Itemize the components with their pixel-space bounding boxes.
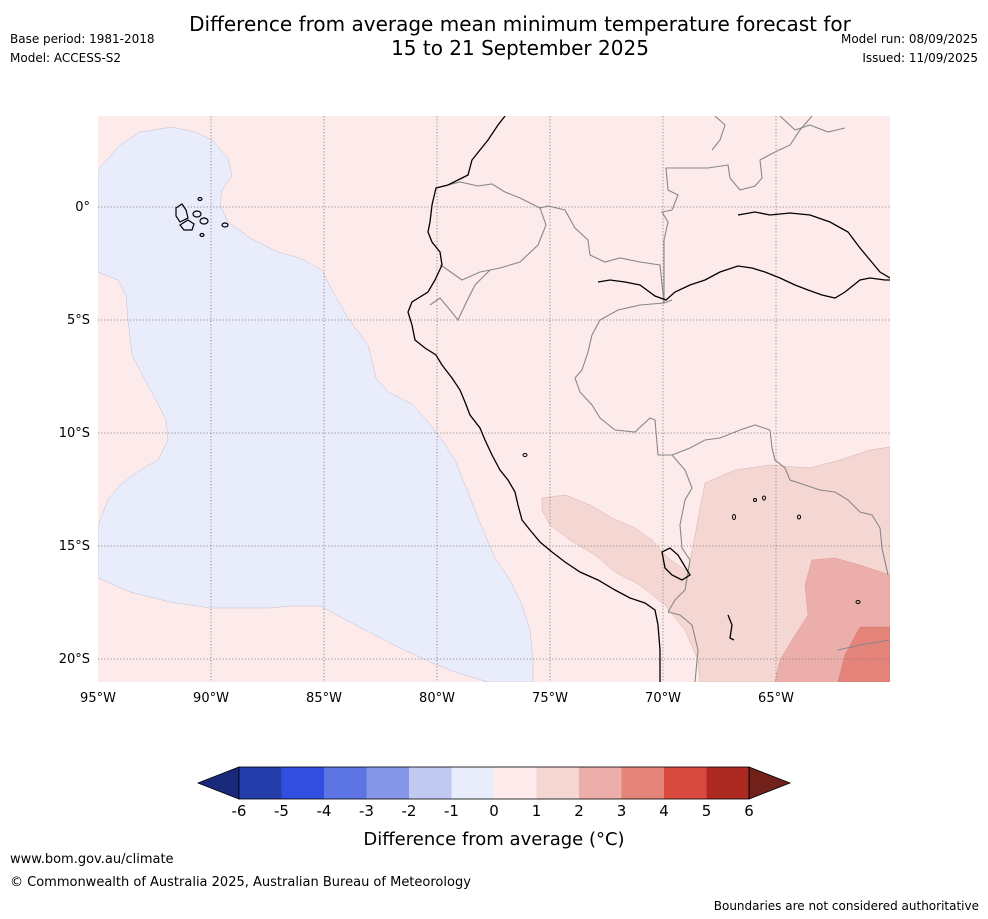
colorbar-tick-label: 4 xyxy=(659,802,669,820)
colorbar-segment xyxy=(706,767,750,799)
colorbar-segment xyxy=(536,767,580,799)
colorbar-tick-label: 2 xyxy=(574,802,584,820)
lakes xyxy=(522,453,861,604)
lon-label-95w: 95°W xyxy=(80,691,116,706)
lat-label-20s: 20°S xyxy=(59,652,90,667)
colorbar-tick-label: -4 xyxy=(317,802,332,820)
graticule xyxy=(98,116,890,682)
copyright-text: © Commonwealth of Australia 2025, Austra… xyxy=(10,875,471,890)
colorbar: -6 -5 -4 -3 -2 -1 0 1 2 3 4 5 6 xyxy=(196,766,792,820)
colorbar-segment xyxy=(409,767,452,799)
map-title: Difference from average mean minimum tem… xyxy=(0,12,988,60)
colorbar-segment xyxy=(239,767,282,799)
colorbar-outline xyxy=(238,766,750,800)
disclaimer-text: Boundaries are not considered authoritat… xyxy=(713,899,979,913)
website-text: www.bom.gov.au/climate xyxy=(10,852,174,867)
colorbar-segment xyxy=(621,767,665,799)
colorbar-segment xyxy=(451,767,495,799)
colorbar-tick-label: -3 xyxy=(359,802,374,820)
anomaly-neg1-0-region xyxy=(98,126,534,682)
colorbar-tick-label: -5 xyxy=(274,802,289,820)
model-text: Model: ACCESS-S2 xyxy=(10,51,122,65)
map-area xyxy=(98,116,890,682)
lon-label-80w: 80°W xyxy=(419,691,455,706)
colorbar-extend-low xyxy=(196,766,240,800)
coastline xyxy=(407,116,890,682)
colorbar-title: Difference from average (°C) xyxy=(363,829,624,850)
colorbar-tick-label: 3 xyxy=(617,802,627,820)
lon-label-90w: 90°W xyxy=(193,691,229,706)
lon-label-65w: 65°W xyxy=(758,691,794,706)
lon-label-85w: 85°W xyxy=(306,691,342,706)
colorbar-segment xyxy=(324,767,367,799)
issued-text: Issued: 11/09/2025 xyxy=(862,51,978,65)
colorbar-extend-high xyxy=(748,766,792,800)
colorbar-tick-label: 1 xyxy=(532,802,542,820)
colorbar-tick-label: 0 xyxy=(489,802,499,820)
colorbar-tick-label: -1 xyxy=(444,802,459,820)
galapagos-islands xyxy=(175,196,229,238)
lat-label-10s: 10°S xyxy=(59,426,90,441)
base-period-text: Base period: 1981-2018 xyxy=(10,32,155,46)
lat-label-0: 0° xyxy=(75,200,90,215)
map-axes: 0° 5°S 10°S 15°S 20°S 95°W 90°W 85°W 80°… xyxy=(59,200,794,706)
title-line-1: Difference from average mean minimum tem… xyxy=(189,12,851,36)
colorbar-segment xyxy=(579,767,622,799)
model-run-text: Model run: 08/09/2025 xyxy=(840,32,978,46)
lon-label-75w: 75°W xyxy=(532,691,568,706)
country-borders xyxy=(429,116,890,682)
colorbar-tick-label: 6 xyxy=(744,802,754,820)
lon-label-70w: 70°W xyxy=(645,691,681,706)
colorbar-segment xyxy=(281,767,325,799)
title-line-2: 15 to 21 September 2025 xyxy=(391,36,649,60)
colorbar-tick-label: -6 xyxy=(232,802,247,820)
lat-label-5s: 5°S xyxy=(67,313,90,328)
colorbar-segment xyxy=(664,767,707,799)
anomaly-3-4-region xyxy=(837,626,890,682)
colorbar-segment xyxy=(366,767,410,799)
lat-label-15s: 15°S xyxy=(59,539,90,554)
colorbar-tick-label: -2 xyxy=(402,802,417,820)
colorbar-tick-label: 5 xyxy=(702,802,712,820)
colorbar-segment xyxy=(494,767,537,799)
